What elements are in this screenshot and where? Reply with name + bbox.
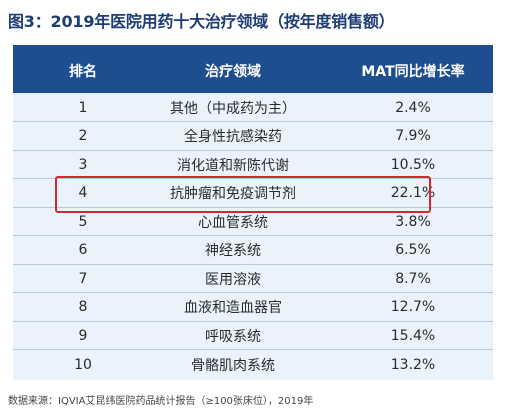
mat-growth-cell: 2.4% [395,99,431,116]
table-row: 5 心血管系统 3.8% [13,208,493,236]
table-row: 2 全身性抗感染药 7.9% [13,123,493,151]
table-row: 9 呼吸系统 15.4% [13,322,493,350]
table-header-row: 排名 治疗领域 MAT同比增长率 [13,48,493,93]
therapeutic-area-cell: 医用溶液 [205,271,261,288]
table-row: 6 神经系统 6.5% [13,237,493,265]
rank-cell: 7 [78,270,88,287]
table-row: 8 血液和造血器官 12.7% [13,294,493,322]
therapeutic-area-cell: 血液和造血器官 [184,300,282,316]
mat-growth-cell: 13.2% [390,356,436,373]
therapeutic-area-cell: 呼吸系统 [205,328,261,345]
mat-growth-cell: 3.8% [395,213,431,230]
mat-growth-cell: 8.7% [395,270,431,287]
rank-cell: 8 [78,299,88,315]
rank-cell: 4 [78,185,88,201]
rank-cell: 9 [78,327,88,344]
mat-growth-cell: 22.1% [390,185,436,201]
rank-cell: 5 [78,213,88,230]
source-footnote: 数据来源：IQVIA艾昆纬医院药品统计报告（≥100张床位），2019年 [8,396,314,407]
rank-cell: 2 [78,128,88,144]
therapeutic-area-cell: 全身性抗感染药 [184,129,282,145]
rank-cell: 6 [78,242,88,258]
mat-growth-cell: 12.7% [390,299,436,315]
rank-cell: 10 [74,356,92,373]
mat-growth-cell: 7.9% [395,128,431,144]
mat-growth-cell: 10.5% [390,156,436,173]
therapeutic-area-cell: 神经系统 [205,243,261,259]
rank-cell: 1 [78,99,88,116]
therapeutic-area-cell: 其他（中成药为主） [170,100,296,117]
table-row: 4 抗肿瘤和免疫调节剂 22.1% [13,180,493,208]
mat-growth-cell: 6.5% [395,242,431,258]
therapeutic-area-cell: 心血管系统 [198,214,268,231]
header-mat-growth: MAT同比增长率 [361,63,465,80]
header-therapeutic-area: 治疗领域 [205,63,261,80]
table-top-rule [13,45,493,48]
therapeutic-area-cell: 抗肿瘤和免疫调节剂 [170,186,296,202]
table-row: 1 其他（中成药为主） 2.4% [13,94,493,122]
mat-growth-cell: 15.4% [390,327,436,344]
header-rank: 排名 [69,63,97,80]
therapeutic-area-cell: 消化道和新陈代谢 [177,157,289,174]
table-row: 3 消化道和新陈代谢 10.5% [13,151,493,179]
rank-cell: 3 [78,156,88,173]
table-row: 10 骨骼肌肉系统 13.2% [13,351,493,379]
highlight-box [55,176,431,213]
table-row: 7 医用溶液 8.7% [13,265,493,293]
page-title: 图3：2019年医院用药十大治疗领域（按年度销售额） [8,12,395,31]
therapeutic-area-cell: 骨骼肌肉系统 [191,357,275,374]
